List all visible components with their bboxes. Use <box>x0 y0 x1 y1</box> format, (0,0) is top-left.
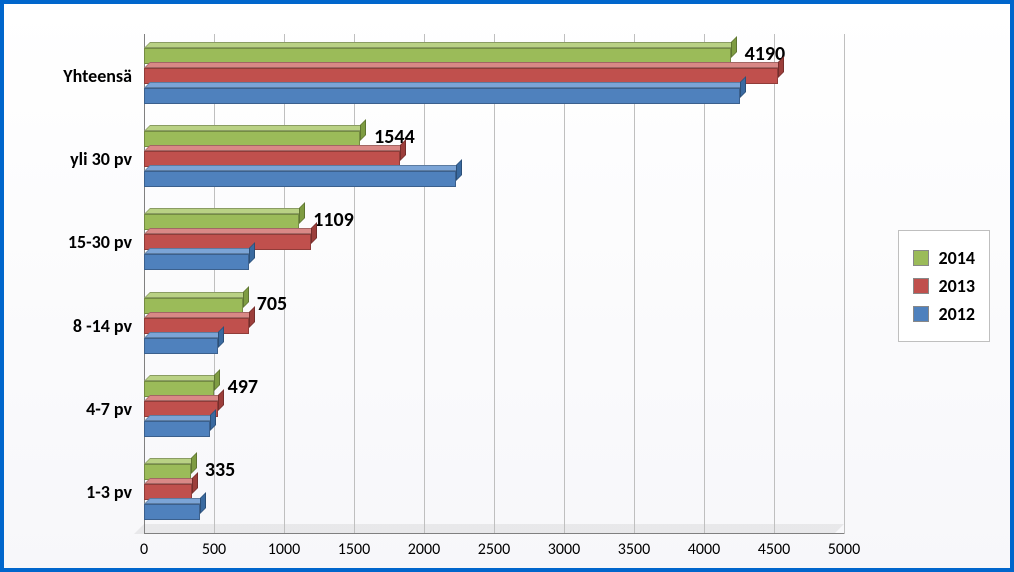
bar-2012 <box>144 504 200 520</box>
y-tick-label: yli 30 pv <box>70 148 132 170</box>
bar-2012 <box>144 254 249 270</box>
gridline <box>704 34 705 534</box>
x-tick-label: 1000 <box>268 540 300 559</box>
x-tick-label: 2000 <box>408 540 440 559</box>
gridline <box>774 34 775 534</box>
x-tick-label: 1500 <box>338 540 370 559</box>
data-label: 335 <box>205 458 235 482</box>
gridline <box>844 34 845 534</box>
gridline <box>634 34 635 534</box>
x-tick-label: 4500 <box>758 540 790 559</box>
legend-label: 2012 <box>939 303 976 325</box>
legend-item-2014: 2014 <box>913 247 976 269</box>
data-label: 1109 <box>313 208 354 232</box>
plot-area: 0500100015002000250030003500400045005000… <box>144 34 844 534</box>
legend: 2014 2013 2012 <box>898 230 991 342</box>
data-label: 705 <box>257 292 287 316</box>
gridline <box>284 34 285 534</box>
gridline <box>354 34 355 534</box>
y-tick-label: 15-30 pv <box>68 231 132 253</box>
y-tick-label: 4-7 pv <box>86 398 132 420</box>
y-tick-label: 1-3 pv <box>86 481 132 503</box>
x-tick-label: 2500 <box>478 540 510 559</box>
chart-frame: 0 500 1000 1500 2000 2500 3000 3500 4000 4500 5000… <box>0 0 1014 572</box>
legend-item-2012: 2012 <box>913 303 976 325</box>
bar-2012 <box>144 171 456 187</box>
x-tick-label: 3000 <box>548 540 580 559</box>
legend-item-2013: 2013 <box>913 275 976 297</box>
legend-swatch <box>913 278 929 294</box>
y-tick-label: 8 -14 pv <box>73 315 132 337</box>
legend-label: 2014 <box>939 247 976 269</box>
gridline <box>564 34 565 534</box>
legend-label: 2013 <box>939 275 976 297</box>
x-tick-label: 0 <box>140 540 148 559</box>
data-label: 497 <box>228 375 258 399</box>
legend-swatch <box>913 306 929 322</box>
x-tick-label: 5000 <box>828 540 860 559</box>
gridline <box>424 34 425 534</box>
bar-2012 <box>144 338 218 354</box>
x-tick-label: 4000 <box>688 540 720 559</box>
y-tick-label: Yhteensä <box>63 65 132 87</box>
bar-2012 <box>144 88 740 104</box>
x-tick-label: 3500 <box>618 540 650 559</box>
y-axis-line <box>144 34 145 534</box>
bar-2012 <box>144 421 210 437</box>
gridline <box>494 34 495 534</box>
x-axis-line <box>144 533 844 534</box>
x-tick-label: 500 <box>202 540 226 559</box>
legend-swatch <box>913 250 929 266</box>
